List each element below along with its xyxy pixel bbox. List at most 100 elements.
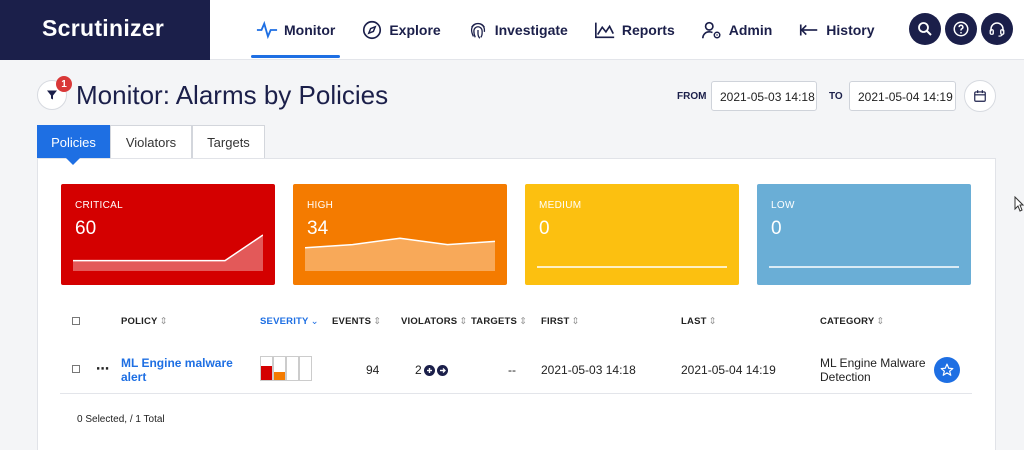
nav-reports-label: Reports xyxy=(621,22,675,38)
nav-explore[interactable]: Explore xyxy=(348,0,453,60)
severity-bar-low xyxy=(299,356,312,381)
column-label: VIOLATORS xyxy=(401,316,458,327)
to-date-input[interactable]: 2021-05-04 14:19 xyxy=(849,81,956,111)
nav-admin[interactable]: Admin xyxy=(688,0,786,60)
tab-violators[interactable]: Violators xyxy=(110,125,192,158)
support-button[interactable] xyxy=(981,13,1013,45)
help-button[interactable] xyxy=(945,13,977,45)
star-icon xyxy=(940,363,954,376)
severity-card-low[interactable]: LOW 0 xyxy=(757,184,971,285)
severity-count: 60 xyxy=(75,218,97,239)
policy-link[interactable]: ML Engine malware alert xyxy=(121,356,233,384)
column-header-first[interactable]: FIRST ⇕ xyxy=(541,316,580,327)
nav-investigate[interactable]: Investigate xyxy=(454,0,581,60)
sort-icon: ⇕ xyxy=(876,316,885,327)
app-logo[interactable]: Scrutinizer xyxy=(0,0,210,60)
severity-label: LOW xyxy=(771,200,795,211)
severity-bar-critical xyxy=(260,356,273,381)
arrow-left-icon xyxy=(800,24,818,36)
nav-history[interactable]: History xyxy=(785,0,887,60)
column-header-violators[interactable]: VIOLATORS ⇕ xyxy=(401,316,468,327)
severity-card-critical[interactable]: CRITICAL 60 xyxy=(61,184,275,285)
sort-icon: ⇕ xyxy=(373,316,382,327)
first-seen: 2021-05-03 14:18 xyxy=(541,363,636,377)
from-label: FROM xyxy=(677,91,707,102)
column-label: POLICY xyxy=(121,316,158,327)
nav-investigate-label: Investigate xyxy=(494,22,568,38)
violators-count: 2 xyxy=(415,363,422,377)
calendar-button[interactable] xyxy=(964,80,996,112)
column-header-category[interactable]: CATEGORY ⇕ xyxy=(820,316,885,327)
active-tab-pointer xyxy=(66,158,80,165)
nav-history-label: History xyxy=(826,22,875,38)
sparkline-area xyxy=(305,238,495,271)
column-header-targets[interactable]: TARGETS ⇕ xyxy=(471,316,527,327)
row-checkbox[interactable] xyxy=(72,365,80,373)
last-seen: 2021-05-04 14:19 xyxy=(681,363,776,377)
severity-label: CRITICAL xyxy=(75,200,123,211)
severity-bar-critical-fill xyxy=(261,366,272,380)
severity-count: 0 xyxy=(539,218,550,239)
sort-icon: ⇕ xyxy=(459,316,468,327)
severity-sparkline xyxy=(537,266,727,268)
nav-admin-label: Admin xyxy=(728,22,773,38)
sparkline-line xyxy=(305,237,495,249)
nav-monitor[interactable]: Monitor xyxy=(243,0,348,60)
column-label: CATEGORY xyxy=(820,316,875,327)
help-icon xyxy=(953,21,969,37)
severity-label: HIGH xyxy=(307,200,334,211)
severity-bar-medium xyxy=(286,356,299,381)
column-label: FIRST xyxy=(541,316,570,327)
column-header-events[interactable]: EVENTS ⇕ xyxy=(332,316,381,327)
filter-icon xyxy=(47,90,57,100)
sort-icon: ⇕ xyxy=(519,316,528,327)
tab-targets[interactable]: Targets xyxy=(192,125,265,158)
column-header-last[interactable]: LAST ⇕ xyxy=(681,316,717,327)
nav-explore-label: Explore xyxy=(389,22,441,38)
column-label: LAST xyxy=(681,316,707,327)
from-date-input[interactable]: 2021-05-03 14:18 xyxy=(711,81,817,111)
area-chart-icon xyxy=(594,22,614,39)
severity-indicator xyxy=(260,356,314,381)
mouse-cursor-icon xyxy=(1014,196,1024,212)
column-header-policy[interactable]: POLICY ⇕ xyxy=(121,316,168,327)
top-navigation-bar: Scrutinizer Monitor Explore Investigate … xyxy=(0,0,1024,60)
category: ML Engine Malware Detection xyxy=(820,356,926,384)
targets-value: -- xyxy=(508,363,516,377)
violators-cell: 2 xyxy=(415,363,448,377)
select-all-checkbox[interactable] xyxy=(72,317,80,325)
compass-icon xyxy=(363,20,382,40)
column-header-severity[interactable]: SEVERITY ⌄ xyxy=(260,316,319,327)
row-divider xyxy=(60,393,972,394)
severity-count: 0 xyxy=(771,218,782,239)
severity-card-high[interactable]: HIGH 34 xyxy=(293,184,507,285)
selection-summary: 0 Selected, / 1 Total xyxy=(77,414,165,425)
go-arrow-icon[interactable] xyxy=(436,365,448,376)
events-count: 94 xyxy=(366,363,380,377)
search-button[interactable] xyxy=(909,13,941,45)
column-label: TARGETS xyxy=(471,316,518,327)
severity-count: 34 xyxy=(307,218,329,239)
severity-sparkline xyxy=(73,234,263,271)
nav-reports[interactable]: Reports xyxy=(581,0,688,60)
user-gear-icon xyxy=(701,21,721,39)
column-label: SEVERITY xyxy=(260,316,309,327)
search-icon xyxy=(918,22,932,36)
sort-desc-icon: ⌄ xyxy=(310,316,319,327)
severity-bar-high-fill xyxy=(274,372,285,380)
favorite-button[interactable] xyxy=(934,357,960,383)
sort-icon: ⇕ xyxy=(159,316,168,327)
pulse-icon xyxy=(256,20,278,40)
sort-icon: ⇕ xyxy=(708,316,717,327)
filter-count-badge: 1 xyxy=(56,76,72,92)
sparkline-line xyxy=(73,234,263,262)
row-actions-menu[interactable]: ⋯ xyxy=(96,361,110,376)
severity-label: MEDIUM xyxy=(539,200,582,211)
severity-card-medium[interactable]: MEDIUM 0 xyxy=(525,184,739,285)
column-label: EVENTS xyxy=(332,316,372,327)
to-label: TO xyxy=(829,91,843,102)
fingerprint-icon xyxy=(470,22,485,39)
page-title: Monitor: Alarms by Policies xyxy=(76,80,389,110)
tab-policies[interactable]: Policies xyxy=(37,125,110,158)
expand-plus-icon[interactable] xyxy=(423,365,435,376)
